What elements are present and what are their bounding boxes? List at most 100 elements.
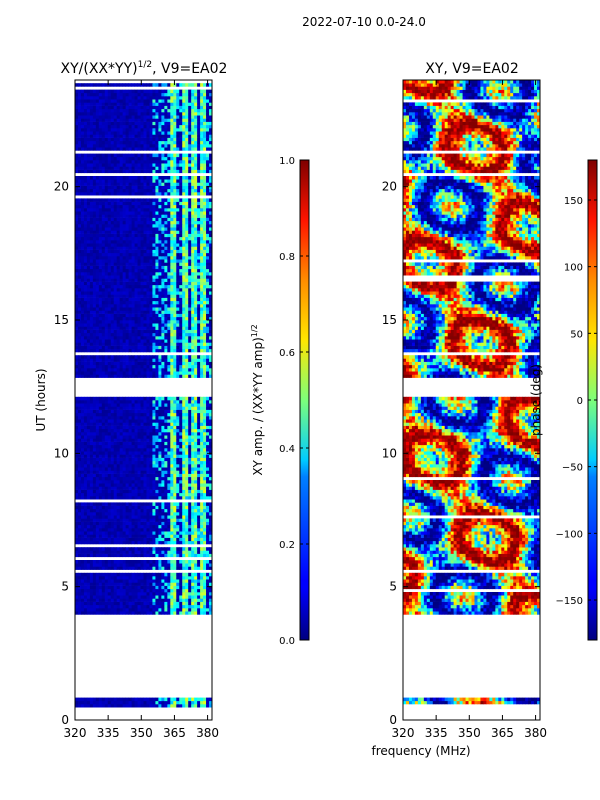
heatmap-cell bbox=[191, 265, 195, 270]
heatmap-cell bbox=[176, 432, 180, 436]
heatmap-cell bbox=[104, 540, 109, 545]
heatmap-cell bbox=[164, 505, 168, 510]
heatmap-cell bbox=[110, 467, 115, 471]
heatmap-cell bbox=[209, 342, 213, 346]
heatmap-cell bbox=[161, 329, 165, 334]
heatmap-cell bbox=[128, 412, 132, 417]
heatmap-cell bbox=[155, 512, 159, 516]
heatmap-cell bbox=[179, 576, 183, 580]
heatmap-cell bbox=[188, 419, 192, 423]
heatmap-cell bbox=[170, 406, 174, 410]
heatmap-cell bbox=[83, 358, 88, 362]
heatmap-cell bbox=[176, 268, 180, 273]
heatmap-cell bbox=[143, 531, 147, 535]
heatmap-cell bbox=[92, 524, 97, 529]
heatmap-cell bbox=[179, 432, 183, 436]
heatmap-cell bbox=[86, 268, 91, 273]
heatmap-cell bbox=[75, 435, 79, 439]
heatmap-cell bbox=[206, 304, 210, 308]
heatmap-cell bbox=[143, 409, 147, 414]
heatmap-cell bbox=[125, 540, 130, 545]
heatmap-cell bbox=[149, 464, 153, 468]
heatmap-cell bbox=[86, 243, 91, 247]
heatmap-cell bbox=[152, 361, 156, 366]
heatmap-cell bbox=[95, 364, 100, 369]
heatmap-cell bbox=[95, 438, 100, 442]
heatmap-cell bbox=[125, 268, 130, 273]
heatmap-cell bbox=[167, 374, 171, 378]
heatmap-cell bbox=[128, 496, 132, 500]
heatmap-cell bbox=[203, 582, 207, 586]
heatmap-cell bbox=[104, 515, 109, 519]
heatmap-cell bbox=[95, 348, 100, 353]
heatmap-cell bbox=[149, 272, 153, 276]
heatmap-cell bbox=[200, 348, 204, 353]
heatmap-cell bbox=[158, 579, 162, 583]
heatmap-cell bbox=[152, 243, 156, 247]
heatmap-cell bbox=[179, 326, 183, 330]
heatmap-cell bbox=[182, 438, 186, 442]
heatmap-cell bbox=[206, 371, 210, 375]
heatmap-cell bbox=[158, 454, 162, 458]
heatmap-cell bbox=[173, 444, 177, 449]
heatmap-cell bbox=[137, 297, 141, 302]
heatmap-cell bbox=[170, 502, 174, 506]
heatmap-cell bbox=[137, 560, 141, 564]
heatmap-cell bbox=[131, 323, 135, 327]
heatmap-cell bbox=[110, 480, 115, 484]
heatmap-cell bbox=[158, 329, 162, 334]
heatmap-cell bbox=[203, 572, 207, 577]
heatmap-cell bbox=[83, 435, 88, 439]
heatmap-cell bbox=[158, 537, 162, 542]
heatmap-cell bbox=[107, 419, 112, 423]
heatmap-cell bbox=[185, 486, 189, 490]
heatmap-cell bbox=[209, 336, 213, 340]
heatmap-cell bbox=[188, 396, 192, 401]
heatmap-cell bbox=[116, 284, 121, 289]
heatmap-cell bbox=[95, 396, 100, 401]
heatmap-cell bbox=[92, 448, 97, 452]
heatmap-cell bbox=[185, 611, 189, 615]
heatmap-cell bbox=[107, 704, 112, 708]
heatmap-cell bbox=[131, 553, 135, 558]
heatmap-cell bbox=[125, 323, 130, 327]
heatmap-cell bbox=[203, 598, 207, 602]
heatmap-cell bbox=[107, 576, 112, 580]
heatmap-cell bbox=[176, 256, 180, 260]
heatmap-cell bbox=[116, 355, 121, 359]
heatmap-cell bbox=[209, 275, 213, 279]
heatmap-cell bbox=[170, 588, 174, 593]
heatmap-cell bbox=[119, 249, 124, 254]
heatmap-cell bbox=[86, 316, 91, 321]
heatmap-cell bbox=[173, 460, 177, 465]
heatmap-cell bbox=[104, 246, 109, 250]
heatmap-cell bbox=[152, 560, 156, 564]
heatmap-cell bbox=[134, 457, 138, 462]
heatmap-cell bbox=[173, 540, 177, 545]
heatmap-cell bbox=[119, 496, 124, 500]
heatmap-cell bbox=[188, 252, 192, 257]
heatmap-cell bbox=[104, 358, 109, 362]
heatmap-cell bbox=[155, 332, 159, 337]
heatmap-cell bbox=[146, 566, 150, 570]
heatmap-cell bbox=[176, 278, 180, 282]
heatmap-cell bbox=[137, 537, 141, 542]
heatmap-cell bbox=[98, 243, 103, 247]
heatmap-cell bbox=[92, 553, 97, 558]
heatmap-cell bbox=[176, 528, 180, 532]
heatmap-cell bbox=[158, 566, 162, 570]
heatmap-cell bbox=[209, 323, 213, 327]
heatmap-cell bbox=[113, 278, 118, 282]
heatmap-cell bbox=[134, 531, 138, 535]
heatmap-cell bbox=[149, 332, 153, 337]
heatmap-cell bbox=[119, 476, 124, 481]
heatmap-cell bbox=[158, 252, 162, 257]
heatmap-cell bbox=[80, 294, 85, 298]
heatmap-cell bbox=[185, 560, 189, 564]
heatmap-cell bbox=[95, 448, 100, 452]
heatmap-cell bbox=[146, 464, 150, 468]
heatmap-cell bbox=[197, 473, 201, 478]
heatmap-cell bbox=[131, 486, 135, 490]
heatmap-cell bbox=[182, 323, 186, 327]
heatmap-cell bbox=[95, 579, 100, 583]
